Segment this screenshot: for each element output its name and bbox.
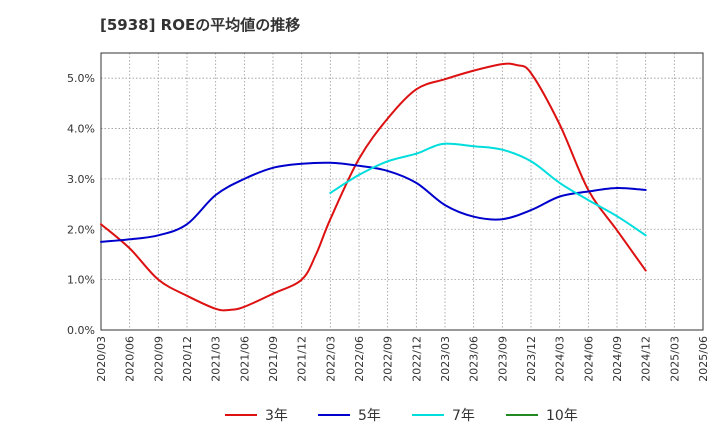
x-tick-label: 2021/03	[210, 336, 223, 382]
x-tick-label: 2020/03	[95, 336, 108, 382]
y-tick-label: 0.0%	[67, 324, 95, 337]
x-tick-label: 2021/09	[267, 336, 280, 382]
legend-label-4: 10年	[546, 408, 578, 424]
y-tick-label: 2.0%	[67, 223, 95, 236]
series-line-3	[329, 142, 647, 237]
grid-lines	[101, 53, 703, 330]
series-lines	[100, 62, 647, 312]
x-tick-label: 2023/09	[496, 336, 509, 382]
x-tick-label: 2021/06	[238, 336, 251, 382]
y-tick-label: 3.0%	[67, 173, 95, 186]
legend-label-3: 7年	[452, 408, 475, 424]
x-tick-label: 2024/09	[611, 336, 624, 382]
y-tick-label: 4.0%	[67, 123, 95, 136]
plot-area	[101, 53, 703, 330]
x-tick-label: 2020/12	[181, 336, 194, 382]
x-tick-label: 2025/06	[697, 336, 710, 382]
chart-title: [5938] ROEの平均値の推移	[100, 16, 301, 34]
legend-label-2: 5年	[358, 408, 381, 424]
x-tick-label: 2022/06	[353, 336, 366, 382]
x-tick-label: 2025/03	[668, 336, 681, 382]
x-tick-label: 2024/03	[554, 336, 567, 382]
x-tick-label: 2020/06	[124, 336, 137, 382]
series-line-1	[100, 62, 647, 312]
x-tick-label: 2020/09	[152, 336, 165, 382]
x-tick-label: 2023/12	[525, 336, 538, 382]
x-tick-label: 2024/06	[582, 336, 595, 382]
x-tick-label: 2024/12	[640, 336, 653, 382]
x-tick-label: 2022/09	[382, 336, 395, 382]
y-tick-label: 1.0%	[67, 274, 95, 287]
legend: 3年 5年 7年 10年	[225, 408, 578, 424]
x-tick-label: 2022/03	[324, 336, 337, 382]
x-tick-label: 2023/06	[468, 336, 481, 382]
x-tick-label: 2021/12	[296, 336, 309, 382]
plot-frame	[100, 52, 704, 331]
legend-label-1: 3年	[265, 408, 288, 424]
axes: 2020/03 2020/06 2020/09 2020/12 2021/03 2021/…	[67, 52, 710, 382]
y-tick-label: 5.0%	[67, 72, 95, 85]
x-tick-label: 2022/12	[410, 336, 423, 382]
x-tick-label: 2023/03	[439, 336, 452, 382]
